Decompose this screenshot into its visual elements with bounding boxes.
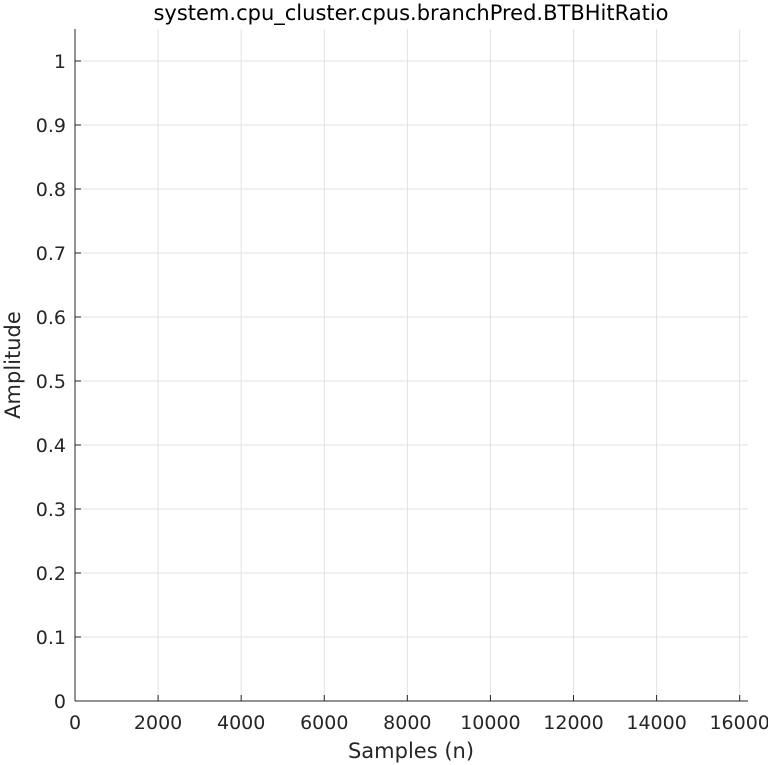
x-tick-label: 0 [69, 712, 81, 734]
y-tick-label: 0.6 [36, 307, 66, 329]
y-tick-label: 0 [54, 691, 66, 713]
x-axis-label: Samples (n) [348, 739, 474, 763]
y-tick-label: 0.1 [36, 627, 66, 649]
x-tick-label: 8000 [383, 712, 431, 734]
y-tick-label: 0.5 [36, 371, 66, 393]
y-tick-label: 0.7 [36, 243, 66, 265]
x-tick-label: 12000 [543, 712, 603, 734]
x-tick-label: 2000 [134, 712, 182, 734]
axes [74, 29, 748, 702]
x-tick-label: 6000 [300, 712, 348, 734]
chart-title: system.cpu_cluster.cpus.branchPred.BTBHi… [153, 1, 668, 26]
y-tick-label: 0.3 [36, 499, 66, 521]
y-tick-label: 1 [54, 51, 66, 73]
y-tick-label: 0.9 [36, 115, 66, 137]
x-tick-label: 14000 [626, 712, 686, 734]
tick-labels: 0 2000 4000 6000 8000 10000 12000 14000 16000 0 0.… [36, 51, 768, 734]
x-tick-label: 4000 [217, 712, 265, 734]
y-axis-label: Amplitude [1, 311, 25, 419]
y-tick-label: 0.8 [36, 179, 66, 201]
x-tick-label: 10000 [460, 712, 520, 734]
y-tick-label: 0.2 [36, 563, 66, 585]
grid [74, 29, 748, 702]
x-tick-label: 16000 [709, 712, 768, 734]
y-tick-label: 0.4 [36, 435, 66, 457]
